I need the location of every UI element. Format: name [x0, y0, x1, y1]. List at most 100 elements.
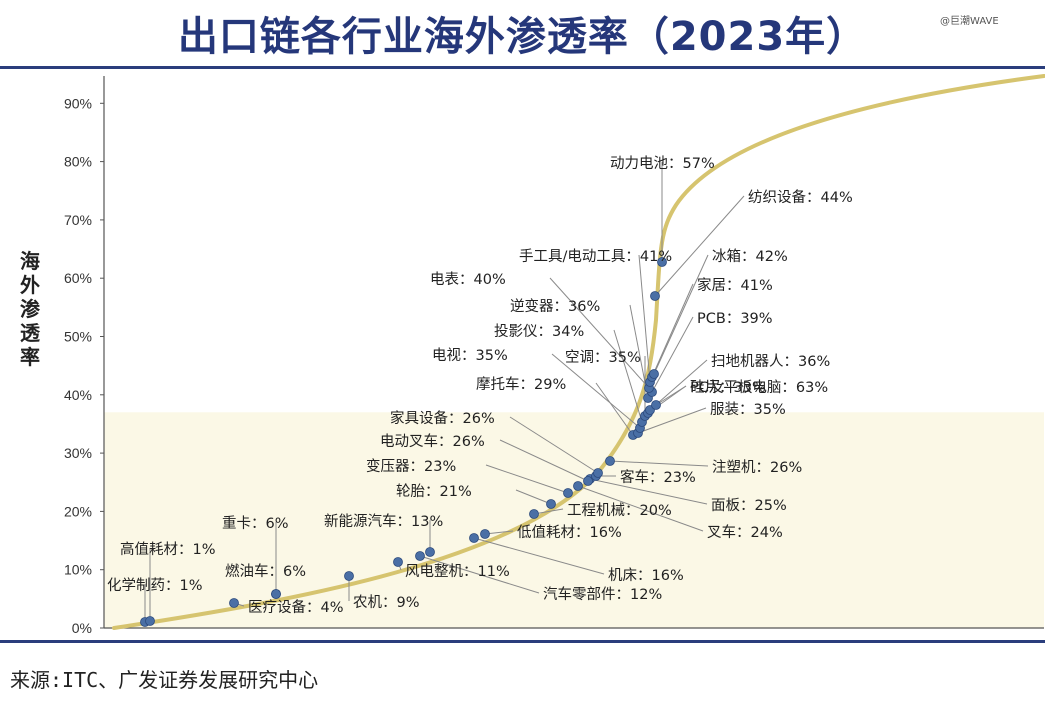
data-label: PC及平板电脑：63% [690, 378, 828, 396]
data-point [229, 598, 239, 608]
penetration-curve [112, 74, 1045, 630]
y-tick-label: 50% [64, 329, 92, 345]
data-point [573, 481, 583, 491]
data-label: 家具设备：26% [390, 410, 495, 427]
y-tick-label: 0% [72, 620, 92, 636]
data-point [593, 468, 603, 478]
y-axis-label-char: 透 [20, 321, 41, 345]
data-point [529, 509, 539, 519]
leader-line [655, 385, 687, 406]
y-tick-label: 10% [64, 562, 92, 578]
data-label: 工程机械：20% [567, 502, 672, 519]
leader-line [629, 304, 649, 399]
data-point [650, 291, 660, 301]
data-point [415, 551, 425, 561]
data-label: 化学制药：1% [107, 577, 203, 594]
data-label: 低值耗材：16% [517, 524, 622, 541]
data-point [469, 533, 479, 543]
data-label: 服装：35% [710, 401, 786, 418]
y-tick-label: 80% [64, 154, 92, 170]
data-point [649, 369, 659, 379]
data-label: 手工具/电动工具：41% [519, 248, 672, 265]
data-label: 农机：9% [353, 594, 420, 611]
top-rule [0, 66, 1045, 69]
leader-line [473, 537, 605, 575]
data-label: 高值耗材：1% [120, 541, 216, 558]
leader-line [509, 416, 599, 474]
leader-line [419, 555, 540, 594]
data-label: 叉车：24% [707, 524, 783, 541]
data-label: 电表：40% [430, 271, 506, 288]
y-tick-label: 70% [64, 212, 92, 228]
leader-line [589, 478, 708, 505]
leader-line [653, 254, 709, 375]
data-label: 轮胎：21% [396, 483, 472, 500]
leader-line [637, 407, 707, 434]
leader-line [651, 316, 694, 393]
data-label: PCB：39% [697, 311, 773, 327]
data-point [344, 571, 354, 581]
points-layer: 化学制药：1% 高值耗材：1% 医疗设备：4% 燃油车：6% 重卡：6% 农机：9% 风电整… [107, 155, 853, 627]
leader-line [651, 283, 694, 378]
y-axis-label-char: 率 [20, 345, 40, 369]
data-point [271, 589, 281, 599]
data-point [657, 257, 667, 267]
leader-line [549, 277, 650, 389]
data-label: 电动叉车：26% [380, 433, 485, 450]
y-axis-label-char: 渗 [20, 297, 41, 321]
data-point [546, 499, 556, 509]
data-point [583, 476, 593, 486]
source-note: 来源:ITC、广发证券发展研究中心 [10, 668, 319, 692]
data-label: 扫地机器人：36% [711, 353, 830, 370]
data-label: 燃油车：6% [225, 562, 306, 580]
data-label: 新能源汽车：13% [324, 513, 443, 530]
data-label: 医疗设备：4% [248, 599, 344, 616]
data-label: 纺织设备：44% [748, 189, 853, 206]
data-label: 空调：35% [565, 349, 641, 366]
leader-line [515, 489, 552, 505]
y-axis-label-char: 海 [20, 249, 40, 273]
data-label: 注塑机：26% [712, 459, 802, 476]
y-tick-label: 60% [64, 270, 92, 286]
data-label: 汽车零部件：12% [543, 586, 662, 603]
y-axis-label-char: 外 [20, 273, 40, 297]
data-label: 客车：23% [620, 469, 696, 486]
leader-line [577, 485, 704, 532]
leader-line [638, 254, 651, 383]
data-label: 机床：16% [608, 567, 684, 584]
data-label: 变压器：23% [366, 458, 456, 475]
data-label: 家居：41% [697, 277, 773, 294]
data-point [480, 529, 490, 539]
data-label: 投影仪：34% [494, 323, 584, 340]
data-label: 摩托车：29% [476, 375, 566, 393]
data-label: 风电整机：11% [405, 563, 510, 580]
data-point [651, 400, 661, 410]
data-label: 逆变器：36% [510, 298, 600, 315]
data-label: 重卡：6% [222, 515, 289, 532]
leader-line [654, 195, 745, 297]
data-label: 面板：25% [711, 496, 787, 514]
leader-line [551, 353, 641, 429]
leader-line [609, 460, 709, 467]
data-label: 电视：35% [432, 347, 508, 364]
data-point [563, 488, 573, 498]
data-point [145, 616, 155, 626]
leader-line [533, 508, 564, 515]
watermark: @巨潮WAVE [940, 16, 999, 27]
leader-line [595, 382, 634, 436]
page-title: 出口链各行业海外渗透率（2023年） [177, 14, 868, 60]
y-tick-label: 20% [64, 503, 92, 519]
leader-line [485, 464, 569, 494]
bottom-rule [0, 640, 1045, 643]
leader-line [613, 329, 643, 423]
y-tick-label: 90% [64, 95, 92, 111]
data-label: 硅片：33% [690, 379, 766, 396]
data-point [425, 547, 435, 557]
data-label: 动力电池：57% [610, 155, 715, 172]
data-label: 冰箱：42% [712, 248, 788, 265]
data-point [393, 557, 403, 567]
data-point [605, 456, 615, 466]
y-tick-label: 40% [64, 387, 92, 403]
leader-line [499, 439, 589, 482]
